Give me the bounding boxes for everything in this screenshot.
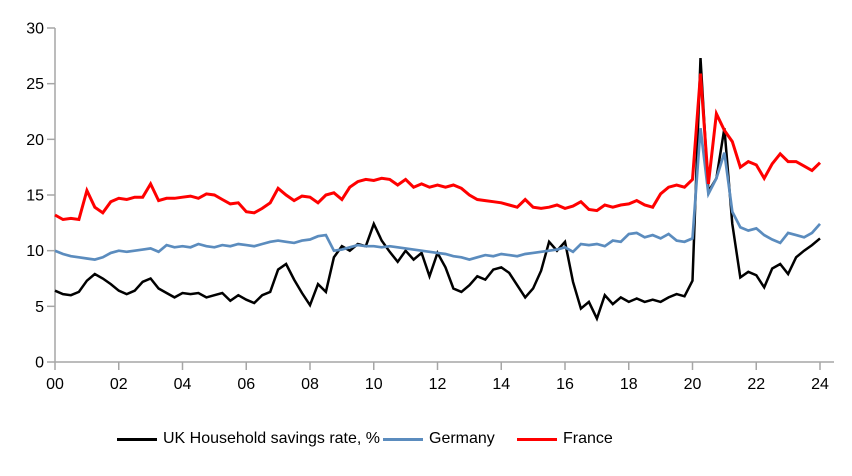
y-tick-label: 15 — [26, 188, 44, 205]
legend-item-germany: Germany — [383, 428, 495, 450]
legend-label-uk: UK Household savings rate, % — [163, 430, 380, 447]
legend-item-france: France — [517, 428, 613, 450]
x-tick-label: 18 — [620, 376, 638, 393]
x-tick-label: 04 — [174, 376, 192, 393]
y-tick-label: 30 — [26, 21, 44, 38]
x-tick-label: 20 — [684, 376, 702, 393]
legend-label-germany: Germany — [429, 430, 495, 447]
series-line-france — [54, 73, 822, 222]
x-tick-label: 08 — [301, 376, 319, 393]
x-tick-label: 12 — [429, 376, 447, 393]
x-tick-label: 10 — [365, 376, 383, 393]
uk-line-swatch — [117, 437, 157, 441]
plot-area: 0 5 10 15 20 25 30 00 02 04 06 08 10 12 14 16 18 20 22 24 — [26, 21, 834, 393]
legend: UK Household savings rate, % Germany Fra… — [0, 428, 852, 450]
y-tick-label: 5 — [35, 299, 44, 316]
series-line-germany — [54, 128, 822, 262]
x-tick-label: 06 — [237, 376, 255, 393]
france-line-swatch — [517, 437, 557, 441]
x-tick-label: 02 — [110, 376, 128, 393]
x-tick-label: 22 — [747, 376, 765, 393]
y-tick-label: 10 — [26, 243, 44, 260]
x-tick-label: 24 — [811, 376, 829, 393]
series-line-uk — [54, 58, 821, 322]
x-tick-label: 16 — [556, 376, 574, 393]
legend-label-france: France — [563, 430, 613, 447]
germany-line-swatch — [383, 437, 423, 441]
y-tick-label: 25 — [26, 76, 44, 93]
y-tick-label: 20 — [26, 132, 44, 149]
legend-item-uk: UK Household savings rate, % — [117, 428, 380, 450]
x-tick-label: 00 — [46, 376, 64, 393]
y-tick-label: 0 — [35, 355, 44, 372]
x-tick-label: 14 — [492, 376, 510, 393]
